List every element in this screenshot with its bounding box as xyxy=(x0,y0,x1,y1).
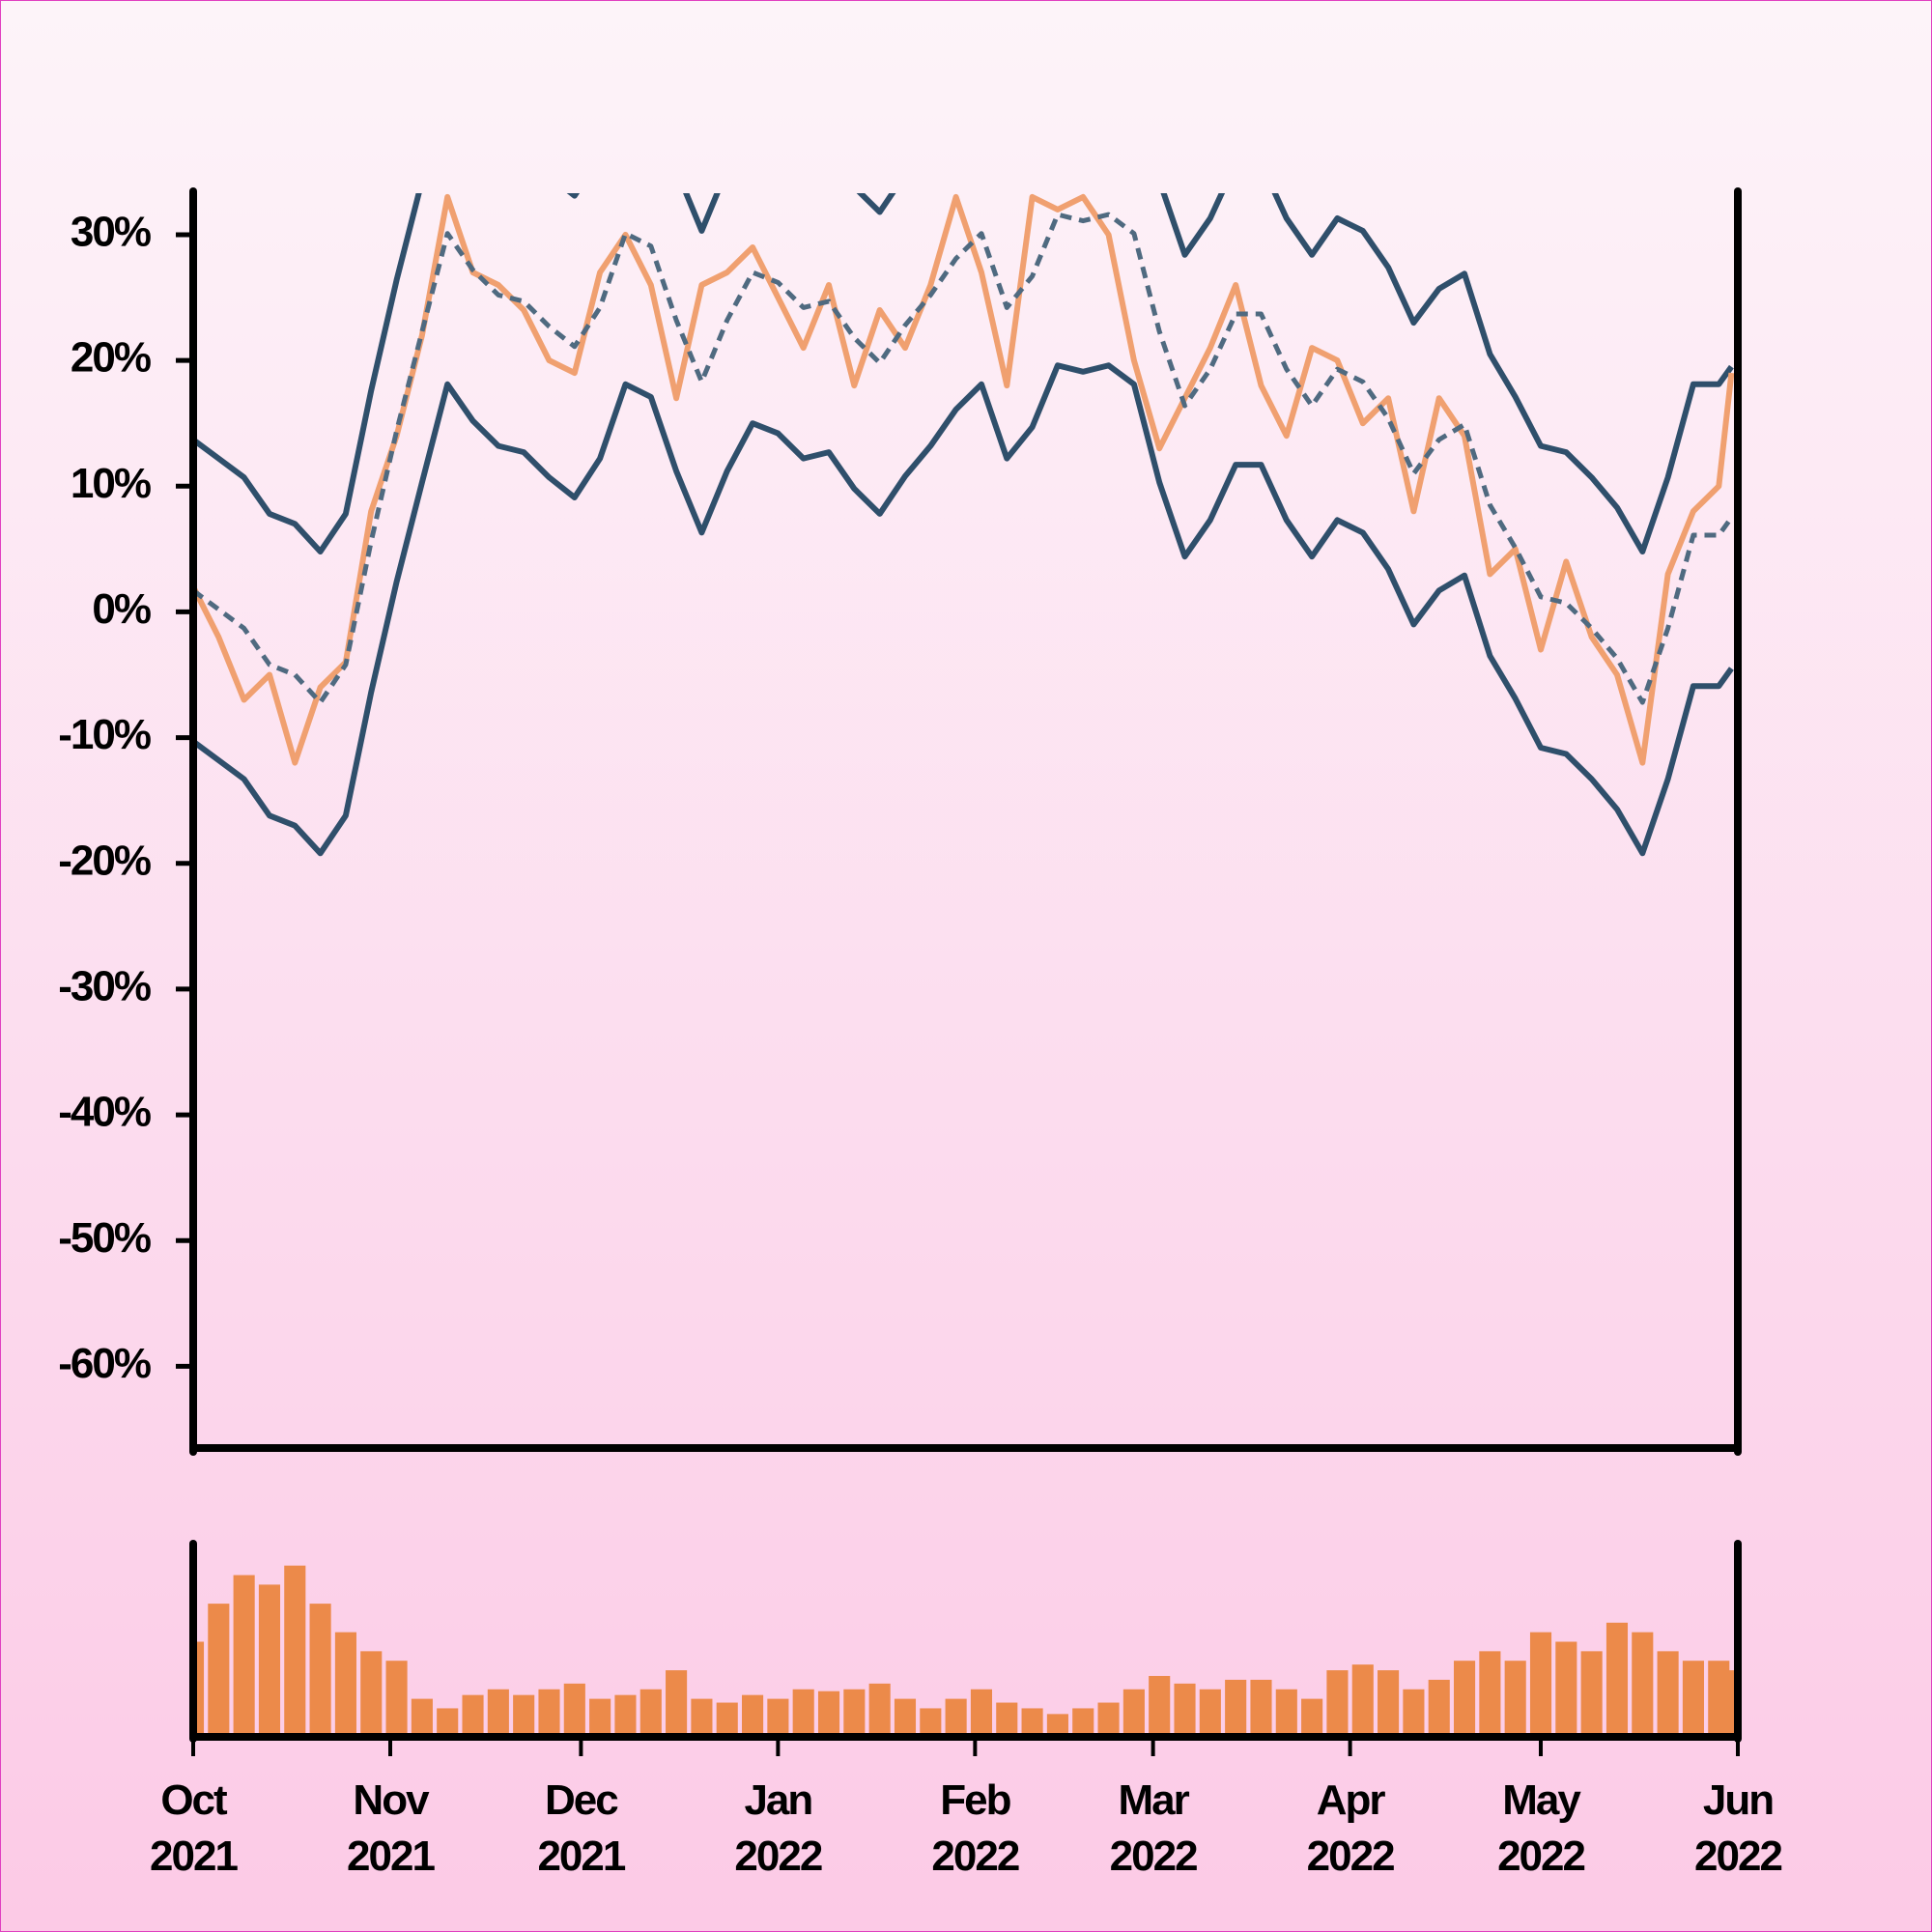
line-series xyxy=(193,212,1734,705)
volume-bar xyxy=(258,1584,281,1737)
x-tick-label: Oct 2021 xyxy=(150,1776,238,1880)
volume-bar xyxy=(538,1689,560,1737)
volume-bar xyxy=(716,1702,738,1737)
volume-bar xyxy=(894,1698,917,1737)
x-tick-label: Dec 2021 xyxy=(537,1776,625,1880)
volume-bar xyxy=(487,1689,509,1737)
volume-bar xyxy=(385,1661,408,1737)
y-tick-label: -20% xyxy=(58,837,151,884)
volume-bar xyxy=(1720,1670,1734,1737)
volume-bar xyxy=(208,1604,230,1737)
y-tick-label: -60% xyxy=(58,1340,151,1387)
axes: 30% 20% 10% 0% -10% -20% -30% -40% -50% -60% Oct 20… xyxy=(58,187,1783,1880)
volume-bar xyxy=(1479,1651,1501,1737)
volume-bar xyxy=(970,1689,993,1737)
volume-bar xyxy=(437,1708,459,1737)
volume-bar xyxy=(1097,1702,1120,1737)
volume-bar xyxy=(843,1689,866,1737)
volume-bar xyxy=(233,1575,255,1737)
volume-bar xyxy=(1351,1664,1374,1737)
volume-bar xyxy=(691,1698,713,1737)
volume-bar xyxy=(817,1690,840,1737)
volume-bar xyxy=(1453,1661,1476,1737)
volume-plot xyxy=(197,1565,1734,1737)
price-plot xyxy=(193,193,1735,857)
y-tick-label: 30% xyxy=(71,209,151,256)
volume-bar xyxy=(1225,1679,1247,1737)
volume-bar xyxy=(792,1689,814,1737)
volume-bar xyxy=(360,1651,383,1737)
volume-bar xyxy=(1605,1622,1629,1737)
y-tick-label: 10% xyxy=(71,460,151,507)
line-series xyxy=(193,193,1734,554)
volume-bar xyxy=(284,1565,306,1737)
volume-bar xyxy=(1122,1689,1145,1737)
volume-bar xyxy=(334,1632,356,1737)
volume-bar xyxy=(1428,1679,1450,1737)
volume-bar xyxy=(1046,1714,1068,1737)
volume-bar xyxy=(945,1698,967,1737)
volume-bar xyxy=(1199,1689,1221,1737)
volume-bar xyxy=(1632,1632,1654,1737)
y-tick-label: -50% xyxy=(58,1214,151,1262)
volume-bar xyxy=(614,1694,637,1737)
volume-bar xyxy=(513,1694,535,1737)
volume-bar xyxy=(1657,1651,1679,1737)
volume-bar xyxy=(1072,1708,1094,1737)
volume-bar xyxy=(1250,1679,1272,1737)
x-tick-label: Jun 2022 xyxy=(1694,1776,1781,1880)
x-tick-label: Jan 2022 xyxy=(734,1776,821,1880)
volume-bar xyxy=(1580,1651,1603,1737)
volume-bar xyxy=(666,1670,688,1737)
x-tick-label: Mar 2022 xyxy=(1110,1776,1197,1880)
volume-bar xyxy=(996,1702,1018,1737)
volume-bar xyxy=(767,1698,789,1737)
line-series xyxy=(193,193,1735,766)
y-tick-label: 20% xyxy=(71,334,151,382)
volume-bar xyxy=(589,1698,611,1737)
x-tick-label: Feb 2022 xyxy=(931,1776,1018,1880)
y-tick-label: 0% xyxy=(92,585,150,633)
volume-bar xyxy=(639,1689,662,1737)
volume-bar xyxy=(868,1683,891,1737)
y-tick-label: -10% xyxy=(58,711,151,758)
volume-bar xyxy=(920,1708,942,1737)
line-series xyxy=(193,362,1734,857)
volume-bar xyxy=(1326,1670,1349,1737)
y-tick-label: -40% xyxy=(58,1089,151,1136)
volume-bar xyxy=(1378,1670,1400,1737)
y-tick-label: -30% xyxy=(58,963,151,1010)
volume-bar xyxy=(1555,1641,1577,1737)
volume-bar xyxy=(1149,1675,1171,1737)
volume-bar xyxy=(1529,1632,1552,1737)
volume-bar xyxy=(1021,1708,1043,1737)
volume-bar xyxy=(309,1604,331,1737)
x-tick-label: Nov 2021 xyxy=(347,1776,435,1880)
volume-bar xyxy=(1403,1689,1425,1737)
volume-bar xyxy=(742,1694,764,1737)
volume-bar xyxy=(411,1698,433,1737)
volume-bar xyxy=(462,1694,484,1737)
x-tick-label: Apr 2022 xyxy=(1307,1776,1394,1880)
volume-bar xyxy=(197,1641,205,1737)
volume-bar xyxy=(563,1683,585,1737)
volume-bar xyxy=(1504,1661,1526,1737)
volume-bar xyxy=(1301,1698,1323,1737)
volume-bar xyxy=(1275,1689,1297,1737)
volume-bar xyxy=(1174,1683,1196,1737)
x-tick-label: May 2022 xyxy=(1497,1776,1584,1880)
volume-bar xyxy=(1682,1661,1704,1737)
